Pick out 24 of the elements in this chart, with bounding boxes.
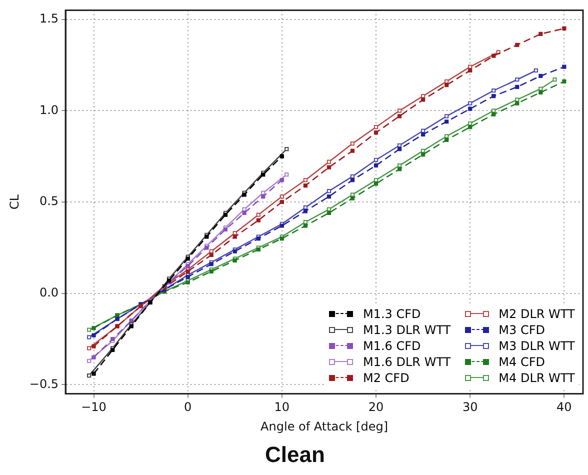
y-tick-label: 1.0 [39, 102, 59, 117]
legend-label: M1.6 DLR WTT [363, 354, 451, 370]
legend-label: M2 DLR WTT [498, 306, 575, 322]
y-tick-label: −0.5 [29, 376, 59, 391]
y-axis-title: CL [7, 194, 22, 210]
legend-label: M4 DLR WTT [498, 370, 575, 386]
legend-label: M2 CFD [363, 370, 410, 386]
legend-label: M1.6 CFD [363, 338, 421, 354]
legend-label: M1.3 CFD [363, 306, 421, 322]
x-tick-label: 30 [462, 400, 478, 414]
x-tick-label: −10 [81, 400, 106, 414]
x-tick-label: 0 [184, 400, 192, 414]
x-tick-label: 10 [274, 400, 290, 414]
legend-label: M3 CFD [498, 322, 545, 338]
y-tick-label: 0.0 [39, 285, 59, 300]
legend-label: M4 CFD [498, 354, 545, 370]
legend-label: M3 DLR WTT [498, 338, 575, 354]
x-tick-label: 20 [368, 400, 384, 414]
x-tick-label: 40 [556, 400, 572, 414]
x-axis-title: Angle of Attack [deg] [260, 420, 388, 434]
text: Clean [265, 442, 325, 467]
legend-label: M1.3 DLR WTT [363, 322, 451, 338]
y-tick-label: 0.5 [39, 194, 59, 208]
y-tick-label: 1.5 [39, 11, 59, 26]
